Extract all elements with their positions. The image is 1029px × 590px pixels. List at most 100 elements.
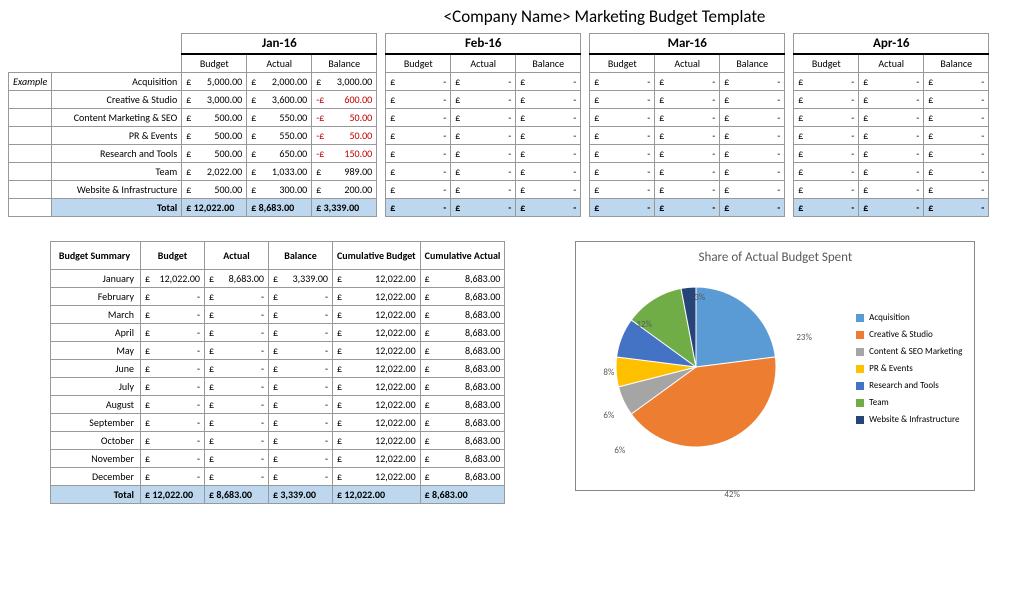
table-cell[interactable]: £- [269, 324, 333, 342]
table-cell[interactable]: £- [655, 181, 720, 199]
table-cell[interactable]: £12,022.00 [333, 378, 421, 396]
table-cell[interactable]: £- [859, 127, 924, 145]
table-cell[interactable]: £- [205, 360, 269, 378]
table-cell[interactable]: £- [451, 127, 516, 145]
table-cell[interactable]: -£150.00 [312, 145, 377, 163]
table-cell[interactable]: £- [720, 91, 785, 109]
table-cell[interactable]: £- [655, 145, 720, 163]
table-cell[interactable]: £- [141, 378, 205, 396]
table-cell[interactable]: £- [720, 199, 785, 217]
table-cell[interactable]: £- [516, 73, 581, 91]
table-cell[interactable]: £ 8,683.00 [205, 486, 269, 504]
table-cell[interactable]: £- [859, 181, 924, 199]
table-cell[interactable]: £- [516, 127, 581, 145]
table-cell[interactable]: £- [269, 378, 333, 396]
table-cell[interactable]: £- [451, 109, 516, 127]
table-cell[interactable]: £- [386, 181, 451, 199]
table-cell[interactable]: £2,000.00 [247, 73, 312, 91]
table-cell[interactable]: £12,022.00 [141, 270, 205, 288]
table-cell[interactable]: £- [205, 324, 269, 342]
table-cell[interactable]: £8,683.00 [420, 432, 505, 450]
table-cell[interactable]: £- [205, 306, 269, 324]
table-cell[interactable]: £8,683.00 [420, 342, 505, 360]
table-cell[interactable]: £- [516, 163, 581, 181]
table-cell[interactable]: £12,022.00 [333, 324, 421, 342]
table-cell[interactable]: £- [205, 414, 269, 432]
table-cell[interactable]: £200.00 [312, 181, 377, 199]
table-cell[interactable]: £- [794, 91, 859, 109]
table-cell[interactable]: £- [451, 181, 516, 199]
table-cell[interactable]: £12,022.00 [333, 468, 421, 486]
table-cell[interactable]: £12,022.00 [333, 360, 421, 378]
table-cell[interactable]: £500.00 [182, 109, 247, 127]
table-cell[interactable]: £- [924, 73, 989, 91]
table-cell[interactable]: £650.00 [247, 145, 312, 163]
table-cell[interactable]: £- [141, 450, 205, 468]
table-cell[interactable]: £- [269, 396, 333, 414]
table-cell[interactable]: £- [205, 432, 269, 450]
table-cell[interactable]: £8,683.00 [420, 360, 505, 378]
table-cell[interactable]: £- [924, 91, 989, 109]
table-cell[interactable]: £- [451, 145, 516, 163]
table-cell[interactable]: £- [794, 127, 859, 145]
table-cell[interactable]: £- [205, 378, 269, 396]
table-cell[interactable]: £1,033.00 [247, 163, 312, 181]
table-cell[interactable]: £- [924, 199, 989, 217]
table-cell[interactable]: £- [269, 288, 333, 306]
table-cell[interactable]: £- [794, 109, 859, 127]
table-cell[interactable]: £- [386, 127, 451, 145]
table-cell[interactable]: £- [205, 450, 269, 468]
table-cell[interactable]: £- [924, 181, 989, 199]
table-cell[interactable]: £- [794, 73, 859, 91]
table-cell[interactable]: £- [451, 91, 516, 109]
table-cell[interactable]: £ 12,022.00 [141, 486, 205, 504]
table-cell[interactable]: £- [269, 432, 333, 450]
table-cell[interactable]: £- [516, 91, 581, 109]
table-cell[interactable]: £ 3,339.00 [269, 486, 333, 504]
table-cell[interactable]: £- [141, 306, 205, 324]
table-cell[interactable]: £12,022.00 [333, 342, 421, 360]
table-cell[interactable]: £12,022.00 [333, 414, 421, 432]
table-cell[interactable]: £12,022.00 [333, 396, 421, 414]
table-cell[interactable]: £ 8,683.00 [420, 486, 505, 504]
table-cell[interactable]: £- [590, 145, 655, 163]
table-cell[interactable]: £- [655, 199, 720, 217]
table-cell[interactable]: £- [141, 468, 205, 486]
table-cell[interactable]: £- [655, 163, 720, 181]
table-cell[interactable]: £- [859, 91, 924, 109]
table-cell[interactable]: £12,022.00 [333, 450, 421, 468]
table-cell[interactable]: £- [269, 360, 333, 378]
table-cell[interactable]: £- [655, 91, 720, 109]
table-cell[interactable]: £- [386, 73, 451, 91]
table-cell[interactable]: £- [590, 91, 655, 109]
table-cell[interactable]: £- [590, 127, 655, 145]
table-cell[interactable]: £- [655, 127, 720, 145]
table-cell[interactable]: £- [794, 199, 859, 217]
table-cell[interactable]: £- [141, 414, 205, 432]
table-cell[interactable]: £- [141, 324, 205, 342]
table-cell[interactable]: £8,683.00 [420, 324, 505, 342]
table-cell[interactable]: £- [386, 199, 451, 217]
table-cell[interactable]: £2,022.00 [182, 163, 247, 181]
table-cell[interactable]: £- [205, 396, 269, 414]
table-cell[interactable]: £8,683.00 [420, 306, 505, 324]
table-cell[interactable]: £- [859, 109, 924, 127]
table-cell[interactable]: £- [859, 145, 924, 163]
table-cell[interactable]: £- [205, 468, 269, 486]
table-cell[interactable]: £- [141, 360, 205, 378]
table-cell[interactable]: £- [269, 342, 333, 360]
table-cell[interactable]: £- [269, 306, 333, 324]
table-cell[interactable]: £- [386, 145, 451, 163]
table-cell[interactable]: £- [720, 73, 785, 91]
table-cell[interactable]: £- [720, 145, 785, 163]
table-cell[interactable]: £- [590, 181, 655, 199]
table-cell[interactable]: £500.00 [182, 181, 247, 199]
table-cell[interactable]: £12,022.00 [333, 432, 421, 450]
table-cell[interactable]: £12,022.00 [333, 306, 421, 324]
table-cell[interactable]: £3,600.00 [247, 91, 312, 109]
table-cell[interactable]: £- [720, 181, 785, 199]
table-cell[interactable]: £- [451, 73, 516, 91]
table-cell[interactable]: £- [205, 342, 269, 360]
table-cell[interactable]: £8,683.00 [420, 450, 505, 468]
table-cell[interactable]: £550.00 [247, 127, 312, 145]
